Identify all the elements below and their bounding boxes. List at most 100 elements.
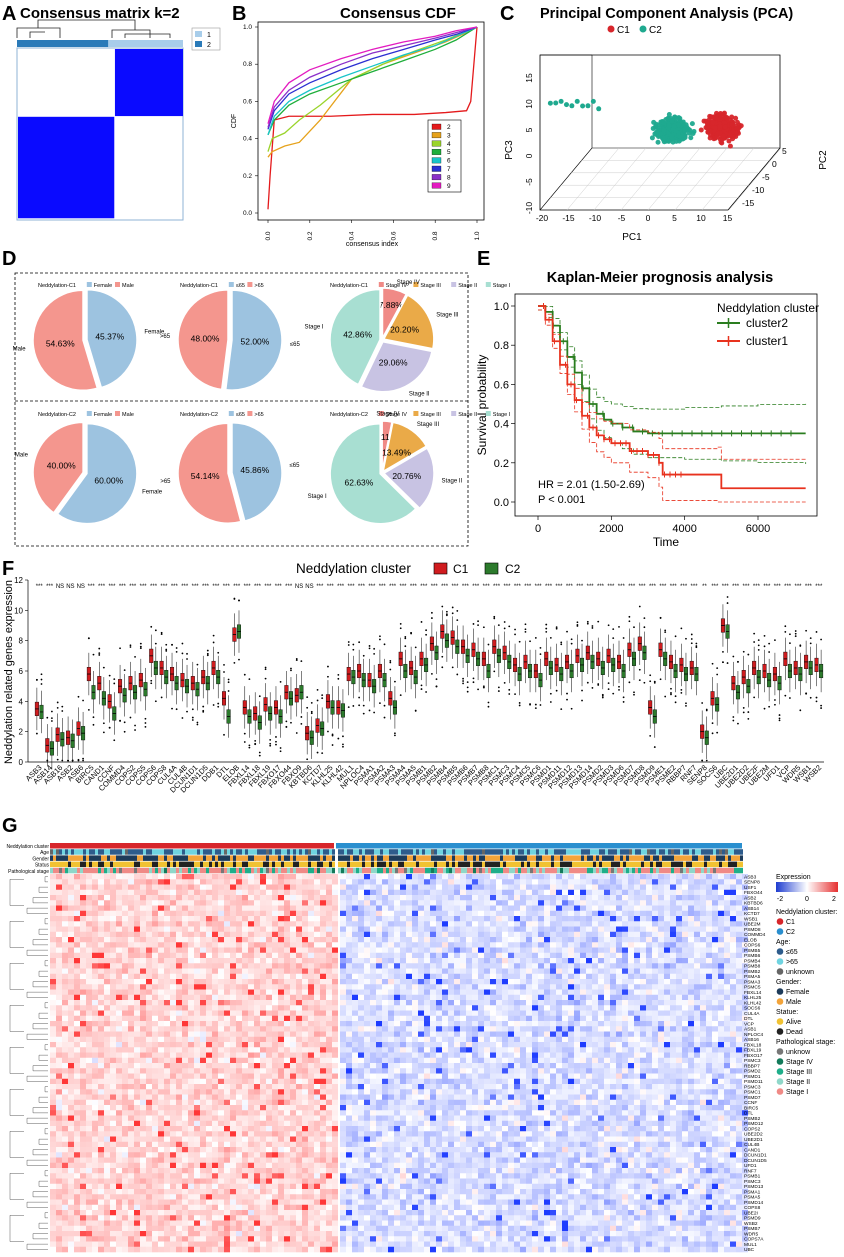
heatmap-cell <box>658 926 664 933</box>
heatmap-cell <box>556 921 562 927</box>
heatmap-cell <box>622 931 628 938</box>
box-outlier-c2 <box>248 678 251 681</box>
heatmap-cell <box>454 926 460 933</box>
annotation-cell <box>68 861 71 868</box>
heatmap-cell <box>340 895 346 901</box>
heatmap-cell <box>206 900 212 906</box>
annotation-cell <box>344 849 347 855</box>
heatmap-cell <box>724 895 730 901</box>
heatmap-cell <box>206 916 212 922</box>
heatmap-cell <box>68 895 74 901</box>
pie-slice <box>329 288 381 386</box>
annotation-cell <box>680 855 683 861</box>
heatmap-cell <box>314 884 320 891</box>
heatmap-cell <box>556 963 562 969</box>
heatmap-cell <box>308 879 314 885</box>
annotation-cell <box>173 861 176 868</box>
heatmap-cell <box>736 931 742 938</box>
box-outlier-c2 <box>487 701 490 704</box>
annotation-cell <box>701 855 704 861</box>
heatmap-cell <box>376 937 382 943</box>
pie-outer-label: Male <box>13 347 27 353</box>
heatmap-cell <box>140 937 146 943</box>
heatmap-cell <box>110 942 116 948</box>
heatmap-cell <box>610 931 616 938</box>
annotation-cell <box>599 867 602 874</box>
significance-mark: *** <box>410 584 418 590</box>
heatmap-cell <box>358 910 364 917</box>
heatmap-cell <box>562 916 568 922</box>
heatmap-cell <box>460 884 466 891</box>
heatmap-cell <box>556 937 562 943</box>
heatmap-cell <box>62 905 68 912</box>
heatmap-cell <box>424 874 430 880</box>
pca-point-c2 <box>675 122 681 128</box>
heatmap-cell <box>598 937 604 943</box>
annotation-cell <box>242 849 245 855</box>
pie-title: Neddylation-C1 <box>180 283 218 289</box>
heatmap-cell <box>308 895 314 901</box>
heatmap-cell <box>610 963 616 969</box>
annotation-cell <box>290 849 293 855</box>
heatmap-cell <box>382 942 388 948</box>
heatmap-cell <box>86 931 92 938</box>
annotation-cell <box>62 849 65 855</box>
heatmap-cell <box>80 879 86 885</box>
heatmap-cell <box>628 926 634 933</box>
heatmap-cell <box>134 895 140 901</box>
annotation-cell <box>509 861 512 868</box>
heatmap-cell <box>616 889 622 896</box>
heatmap-cell <box>448 937 454 943</box>
annotation-cell <box>503 849 506 855</box>
annotation-cell <box>110 861 113 868</box>
box-outlier-c1 <box>441 655 444 658</box>
heatmap-cell <box>358 879 364 885</box>
heatmap-cell <box>652 874 658 880</box>
annotation-cell <box>425 861 428 868</box>
heatmap-cell <box>484 947 490 954</box>
box-outlier-c2 <box>674 635 677 638</box>
heatmap-cell <box>364 937 370 943</box>
heatmap-cell <box>248 958 254 964</box>
heatmap-cell <box>74 874 80 880</box>
heatmap-cell <box>302 963 308 969</box>
heatmap-cell <box>182 931 188 938</box>
heatmap-cell <box>314 889 320 896</box>
box-outlier-c1 <box>493 670 496 673</box>
box-outlier-c2 <box>445 614 448 617</box>
heatmap-cell <box>736 937 742 943</box>
annotation-cell <box>668 867 671 874</box>
heatmap-cell <box>520 879 526 885</box>
significance-mark: *** <box>420 584 428 590</box>
heatmap-cell <box>562 921 568 927</box>
annotation-cell <box>521 867 524 874</box>
heatmap-cell <box>700 916 706 922</box>
box-outlier-c2 <box>102 666 105 669</box>
heatmap-cell <box>430 958 436 964</box>
heatmap-cell <box>598 895 604 901</box>
box-outlier-c2 <box>102 722 105 725</box>
heatmap-cell <box>544 900 550 906</box>
heatmap-cell <box>182 905 188 912</box>
annotation-cell <box>689 861 692 868</box>
annotation-cell <box>473 867 476 874</box>
annotation-cell <box>371 849 374 855</box>
annotation-cell <box>416 849 419 855</box>
heatmap-cell <box>706 874 712 880</box>
heatmap-cell <box>290 905 296 912</box>
annotation-cell <box>296 849 299 855</box>
heatmap-cell <box>284 947 290 954</box>
heatmap-cell <box>394 952 400 959</box>
annotation-cell <box>137 849 140 855</box>
heatmap-cell <box>430 947 436 954</box>
annotation-cell <box>635 861 638 868</box>
annotation-cell <box>710 849 713 855</box>
pie-slice-label: 62.63% <box>345 478 374 488</box>
heatmap-cell <box>260 963 266 969</box>
heatmap-cell <box>538 952 544 959</box>
heatmap-cell <box>592 874 598 880</box>
annotation-cell <box>560 849 563 855</box>
box-outlier-c2 <box>633 626 635 629</box>
box-outlier-c2 <box>102 731 105 734</box>
heatmap-cell <box>520 926 526 933</box>
